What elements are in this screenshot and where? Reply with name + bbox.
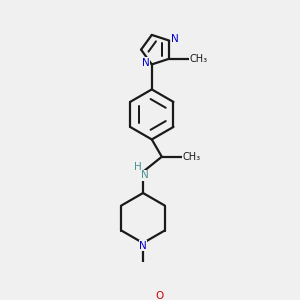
Text: CH₃: CH₃ (189, 54, 208, 64)
Text: CH₃: CH₃ (182, 152, 200, 162)
Text: N: N (142, 58, 149, 68)
Text: H: H (134, 162, 142, 172)
Text: N: N (172, 34, 179, 44)
Text: N: N (141, 170, 149, 180)
Text: N: N (139, 241, 147, 251)
Text: O: O (155, 291, 164, 300)
